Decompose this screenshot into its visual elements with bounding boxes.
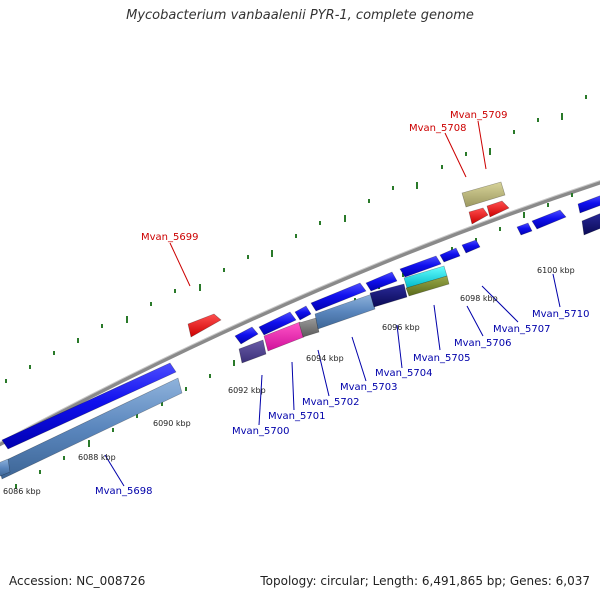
- feature-block[interactable]: [581, 212, 600, 236]
- gene-label[interactable]: Mvan_5700: [232, 426, 289, 437]
- label-leaders: [104, 120, 561, 487]
- gene-label[interactable]: Mvan_5706: [454, 338, 511, 349]
- gene-label[interactable]: Mvan_5702: [302, 397, 359, 408]
- scale-label: 6086 kbp: [3, 487, 41, 496]
- feature-block[interactable]: [263, 321, 305, 352]
- gene-label[interactable]: Mvan_5708: [409, 123, 466, 134]
- gene-label[interactable]: Mvan_5701: [268, 411, 325, 422]
- feature-block[interactable]: [298, 317, 320, 338]
- feature-block[interactable]: [238, 339, 267, 364]
- gene-label[interactable]: Mvan_5704: [375, 368, 432, 379]
- gene-label[interactable]: Mvan_5709: [450, 110, 507, 121]
- outer-features: [187, 181, 510, 338]
- gene-arrow[interactable]: [399, 255, 442, 278]
- scale-labels: 6086 kbp 6088 kbp 6090 kbp 6092 kbp 6094…: [3, 266, 575, 496]
- scale-label: 6088 kbp: [78, 453, 116, 462]
- scale-label: 6096 kbp: [382, 323, 420, 332]
- gene-label[interactable]: Mvan_5698: [95, 486, 152, 497]
- gene-label[interactable]: Mvan_5707: [493, 324, 550, 335]
- scale-label: 6092 kbp: [228, 386, 266, 395]
- gene-arrow[interactable]: [365, 271, 398, 292]
- forward-genes: [1, 195, 600, 450]
- feature-block[interactable]: [461, 181, 506, 208]
- gene-arrow[interactable]: [468, 207, 489, 225]
- gene-arrow[interactable]: [294, 305, 312, 321]
- feature-block[interactable]: [0, 458, 11, 477]
- gene-arrow[interactable]: [461, 239, 481, 254]
- gene-arrow[interactable]: [310, 282, 367, 312]
- gene-label[interactable]: Mvan_5710: [532, 309, 589, 320]
- feature-block[interactable]: [405, 275, 450, 297]
- gene-arrow[interactable]: [234, 326, 259, 345]
- gene-label[interactable]: Mvan_5705: [413, 353, 470, 364]
- gene-arrow[interactable]: [516, 222, 533, 236]
- outer-tick-track: [5, 95, 587, 383]
- map-title: Mycobacterium vanbaalenii PYR-1, complet…: [126, 8, 474, 23]
- gene-arrow[interactable]: [577, 195, 600, 214]
- scale-label: 6090 kbp: [153, 419, 191, 428]
- accession-label: Accession: NC_008726: [9, 574, 146, 588]
- gene-arrow[interactable]: [187, 313, 222, 338]
- scale-label: 6098 kbp: [460, 294, 498, 303]
- gene-arrow[interactable]: [531, 209, 567, 230]
- gene-arrow[interactable]: [1, 362, 177, 450]
- scale-label: 6094 kbp: [306, 354, 344, 363]
- genome-backbone: [0, 180, 600, 447]
- gene-arrow[interactable]: [439, 247, 461, 263]
- scale-label: 6100 kbp: [537, 266, 575, 275]
- gene-arrow[interactable]: [258, 311, 297, 336]
- genome-summary: Topology: circular; Length: 6,491,865 bp…: [260, 574, 590, 588]
- feature-block[interactable]: [369, 283, 408, 308]
- feature-block[interactable]: [314, 293, 376, 330]
- gene-labels: Mvan_5698 Mvan_5699 Mvan_5700 Mvan_5701 …: [95, 110, 589, 497]
- gene-label[interactable]: Mvan_5703: [340, 382, 397, 393]
- gene-arrow[interactable]: [486, 200, 510, 218]
- feature-track: [0, 212, 600, 480]
- gene-label[interactable]: Mvan_5699: [141, 232, 198, 243]
